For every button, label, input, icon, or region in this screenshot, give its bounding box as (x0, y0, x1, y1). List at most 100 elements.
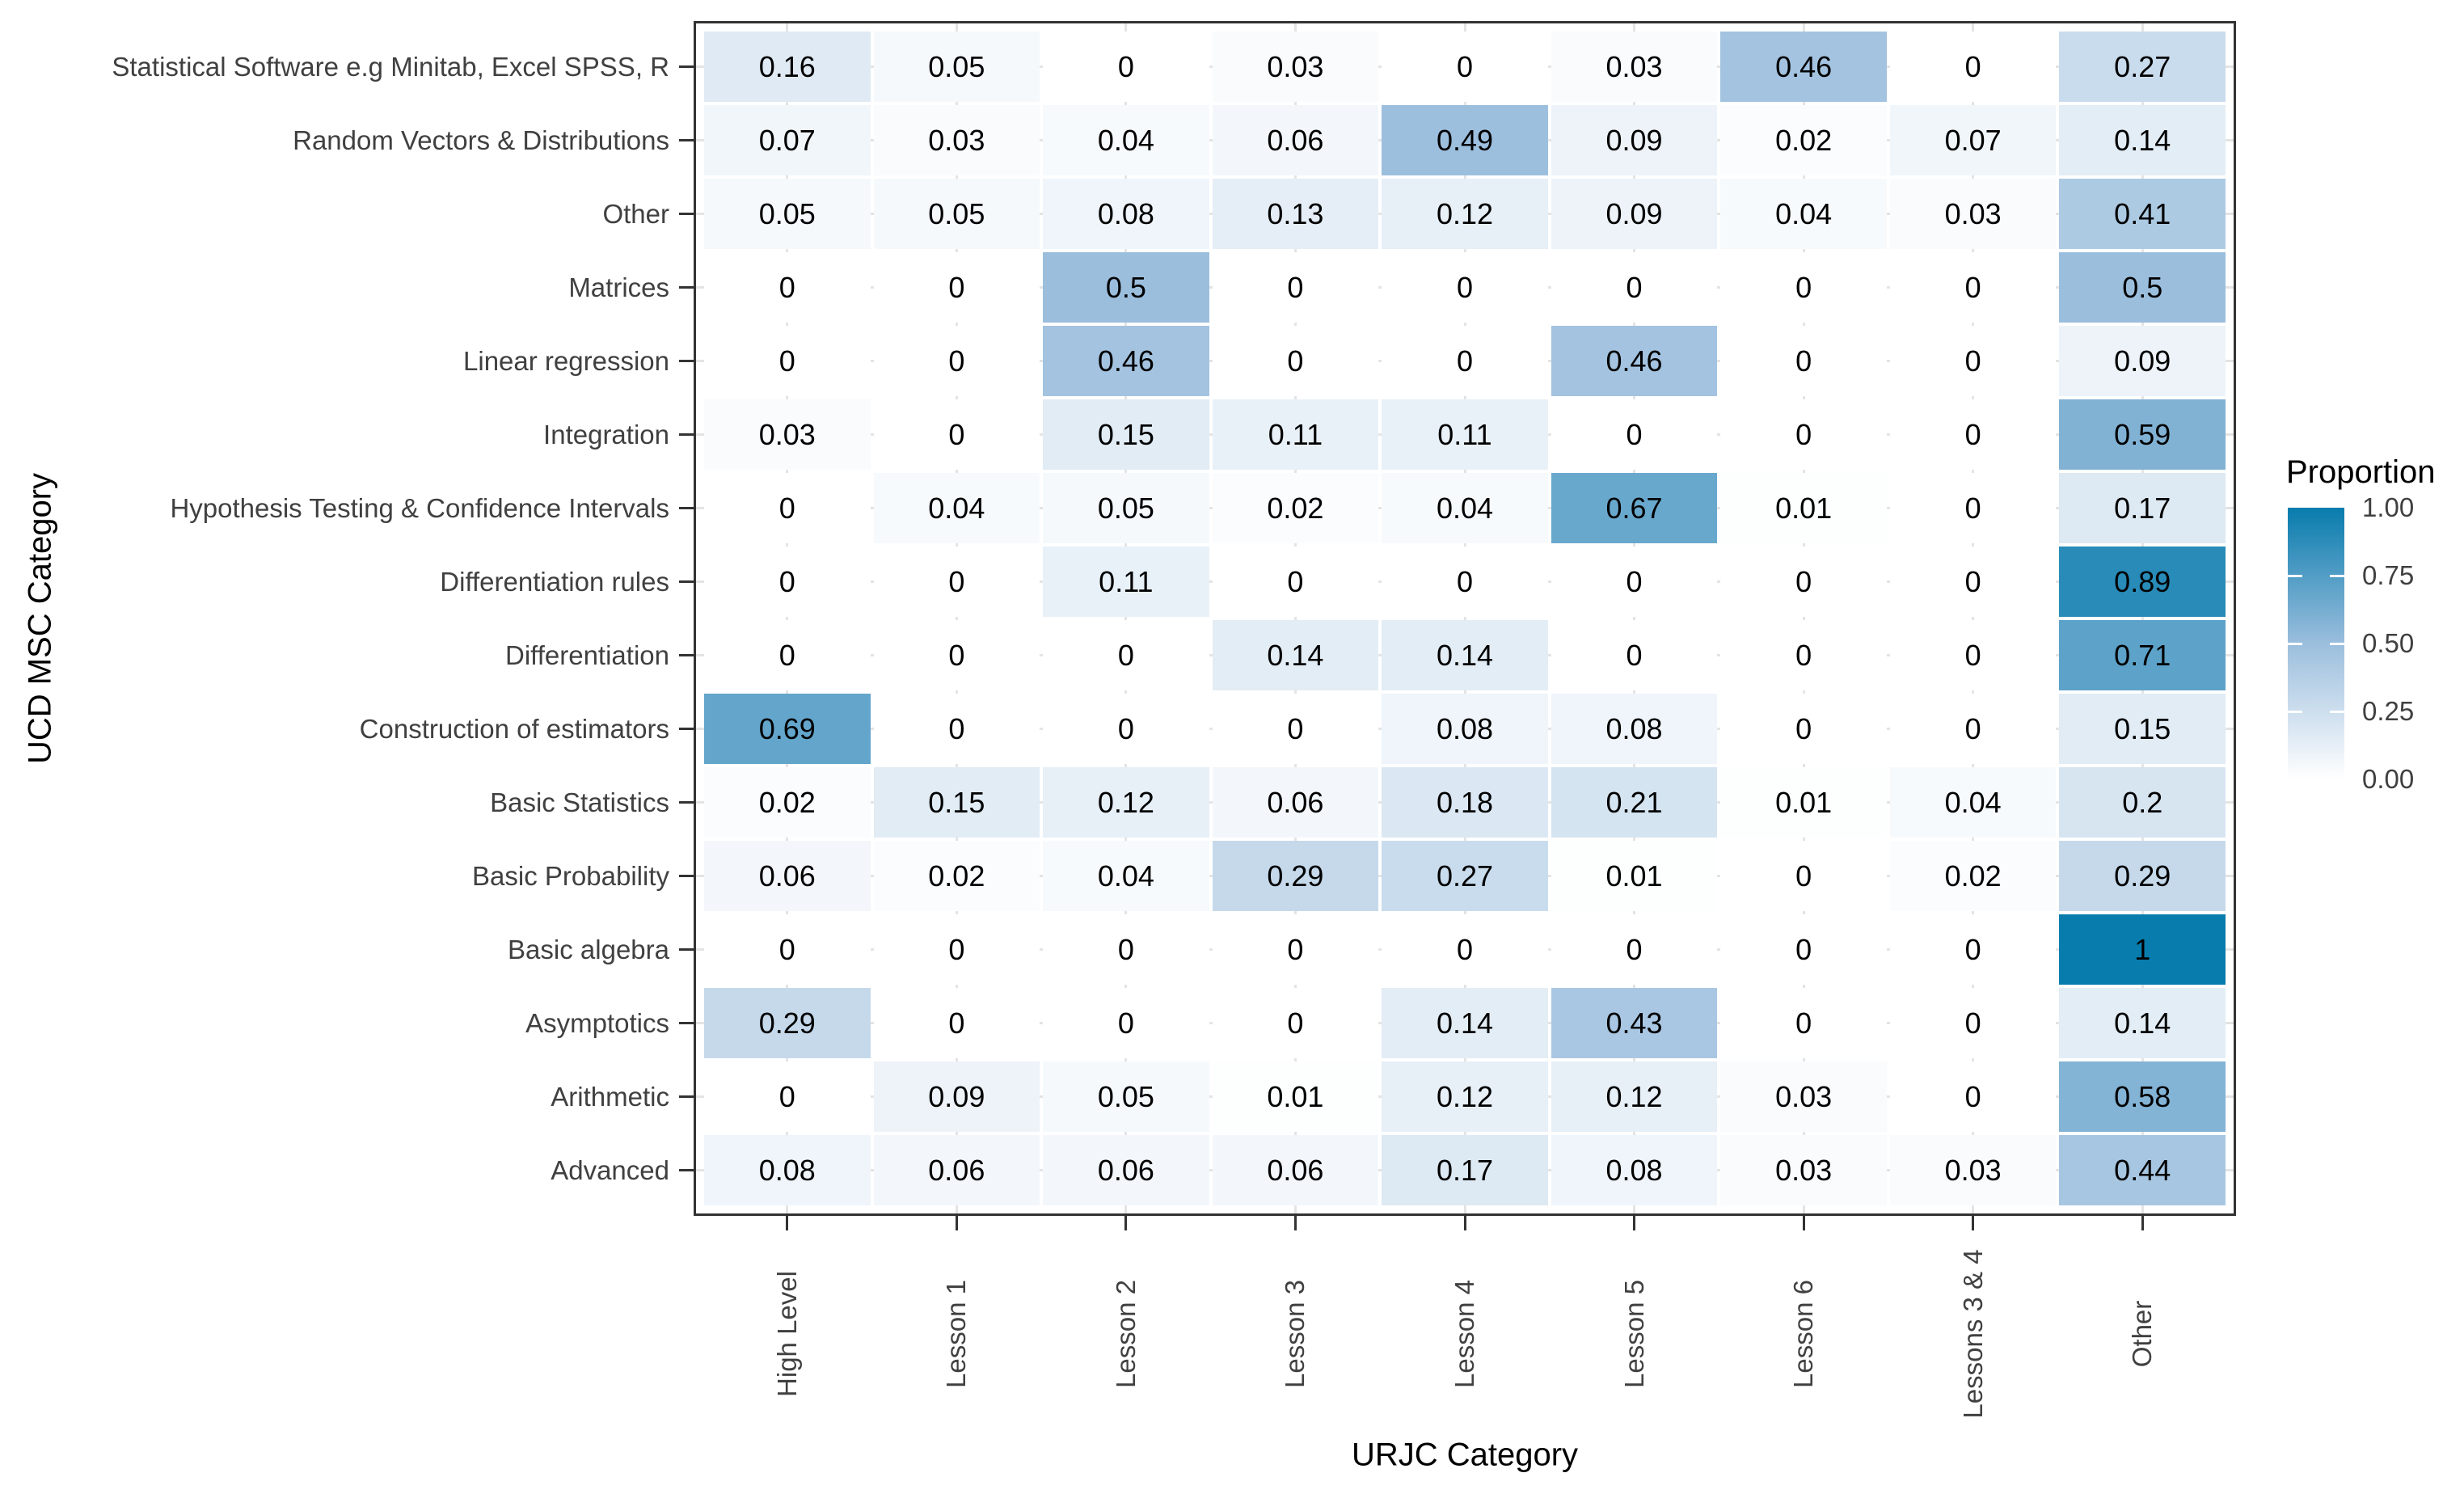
heatmap-cell: 0 (1720, 620, 1887, 690)
y-axis-label: Integration (543, 419, 669, 449)
heatmap-cell: 0.14 (2059, 105, 2226, 175)
legend-bar-tick (2330, 642, 2344, 645)
x-axis-label-text: Lesson 1 (941, 1280, 972, 1388)
legend-bar-tick (2288, 574, 2302, 577)
heatmap-cell: 0.01 (1720, 767, 1887, 838)
heatmap-cell: 0 (704, 620, 871, 690)
heatmap-cell: 0.03 (873, 105, 1040, 175)
heatmap-cell: 0.43 (1551, 988, 1718, 1058)
heatmap-cell: 0 (1889, 473, 2057, 543)
heatmap-cell: 0 (1720, 841, 1887, 911)
legend-tick-label: 0.00 (2362, 764, 2415, 794)
y-axis-tick (679, 654, 694, 656)
heatmap-cell: 0.04 (873, 473, 1040, 543)
panel-gridline-vertical (1293, 23, 1297, 1213)
heatmap-cell: 0 (873, 252, 1040, 323)
heatmap-cell: 0.12 (1043, 767, 1209, 838)
heatmap-cell: 0.05 (1043, 1061, 1209, 1132)
heatmap-cell: 0.09 (2059, 326, 2226, 396)
heatmap-cell: 0.44 (2059, 1135, 2226, 1205)
heatmap-cell: 0 (1889, 1061, 2057, 1132)
heatmap-cell: 0 (1043, 914, 1209, 985)
heatmap-cell: 0 (704, 547, 871, 617)
y-axis-label: Basic Statistics (490, 787, 669, 817)
x-axis-label-text: High Level (771, 1271, 802, 1397)
heatmap-cell: 0.12 (1382, 1061, 1548, 1132)
x-axis-tick (1802, 1216, 1805, 1230)
heatmap-cell: 0.2 (2059, 767, 2226, 838)
heatmap-cell: 0 (1043, 620, 1209, 690)
x-axis-title-text: URJC Category (1351, 1437, 1579, 1473)
heatmap-cell: 0.08 (1382, 694, 1548, 764)
heatmap-cell: 0.46 (1043, 326, 1209, 396)
y-axis-label: Asymptotics (525, 1007, 669, 1038)
heatmap-cell: 0.46 (1551, 326, 1718, 396)
y-axis-tick (679, 433, 694, 436)
x-axis-tick (2141, 1216, 2144, 1230)
heatmap-cell: 0 (1382, 547, 1548, 617)
heatmap-cell: 0 (1551, 399, 1718, 470)
x-axis-label-text: Lesson 4 (1449, 1280, 1479, 1388)
heatmap-cell: 0.69 (704, 694, 871, 764)
heatmap-cell: 0.14 (1382, 620, 1548, 690)
heatmap-cell: 0 (704, 326, 871, 396)
heatmap-cell: 0 (1889, 620, 2057, 690)
heatmap-cell: 0.03 (704, 399, 871, 470)
heatmap-cell: 0.16 (704, 32, 871, 102)
x-axis-label-text: Lesson 5 (1618, 1280, 1649, 1388)
heatmap-cell: 0 (1720, 547, 1887, 617)
heatmap-cell: 0.09 (1551, 105, 1718, 175)
heatmap-cell: 0.08 (1551, 694, 1718, 764)
panel-gridline-vertical (955, 23, 958, 1213)
heatmap-cell: 0.02 (873, 841, 1040, 911)
heatmap-cell: 0 (1382, 914, 1548, 985)
heatmap-cell: 0 (1212, 988, 1379, 1058)
heatmap-cell: 0.14 (2059, 988, 2226, 1058)
heatmap-cell: 0 (873, 914, 1040, 985)
heatmap-cell: 0 (1212, 547, 1379, 617)
x-axis-label-text: Lesson 6 (1788, 1280, 1819, 1388)
heatmap-cell: 0 (1889, 694, 2057, 764)
heatmap-cell: 0.41 (2059, 179, 2226, 249)
heatmap-cell: 0.02 (704, 767, 871, 838)
y-axis-label: Construction of estimators (359, 713, 669, 744)
heatmap-cell: 0.21 (1551, 767, 1718, 838)
heatmap-cell: 0.09 (873, 1061, 1040, 1132)
heatmap-cell: 0.71 (2059, 620, 2226, 690)
heatmap-cell: 0.04 (1043, 105, 1209, 175)
panel-gridline-vertical (1463, 23, 1466, 1213)
heatmap-cell: 0.02 (1212, 473, 1379, 543)
legend-tick-label: 1.00 (2362, 492, 2415, 522)
heatmap-cell: 0.03 (1551, 32, 1718, 102)
heatmap-cell: 0.01 (1720, 473, 1887, 543)
panel-gridline-vertical (1633, 23, 1636, 1213)
heatmap-cell: 0 (1551, 547, 1718, 617)
heatmap-cell: 0 (1889, 32, 2057, 102)
y-axis-label: Hypothesis Testing & Confidence Interval… (170, 492, 669, 523)
panel-gridline-vertical (1972, 23, 1975, 1213)
heatmap-cell: 0 (1043, 988, 1209, 1058)
heatmap-cell: 0.08 (1043, 179, 1209, 249)
heatmap-cell: 0.06 (1212, 767, 1379, 838)
heatmap-cell: 0.08 (1551, 1135, 1718, 1205)
y-axis-tick (679, 507, 694, 509)
heatmap-cell: 0.17 (2059, 473, 2226, 543)
heatmap-cell: 0.03 (1720, 1135, 1887, 1205)
legend-bar-tick (2288, 710, 2302, 713)
heatmap-cell: 0.49 (1382, 105, 1548, 175)
heatmap-cell: 0 (1720, 694, 1887, 764)
heatmap-cell: 0.04 (1720, 179, 1887, 249)
heatmap-cell: 0.27 (2059, 32, 2226, 102)
heatmap-cell: 0.03 (1889, 179, 2057, 249)
y-axis-tick (679, 1095, 694, 1098)
heatmap-cell: 0 (1043, 694, 1209, 764)
heatmap-cell: 0 (1889, 326, 2057, 396)
x-axis-tick (1463, 1216, 1466, 1230)
heatmap-cell: 0 (1889, 547, 2057, 617)
heatmap-cell: 0 (1720, 988, 1887, 1058)
heatmap-cell: 0 (1551, 914, 1718, 985)
heatmap-cell: 0 (704, 252, 871, 323)
heatmap-cell: 0.11 (1212, 399, 1379, 470)
heatmap-cell: 0.13 (1212, 179, 1379, 249)
legend-bar-tick (2288, 642, 2302, 645)
